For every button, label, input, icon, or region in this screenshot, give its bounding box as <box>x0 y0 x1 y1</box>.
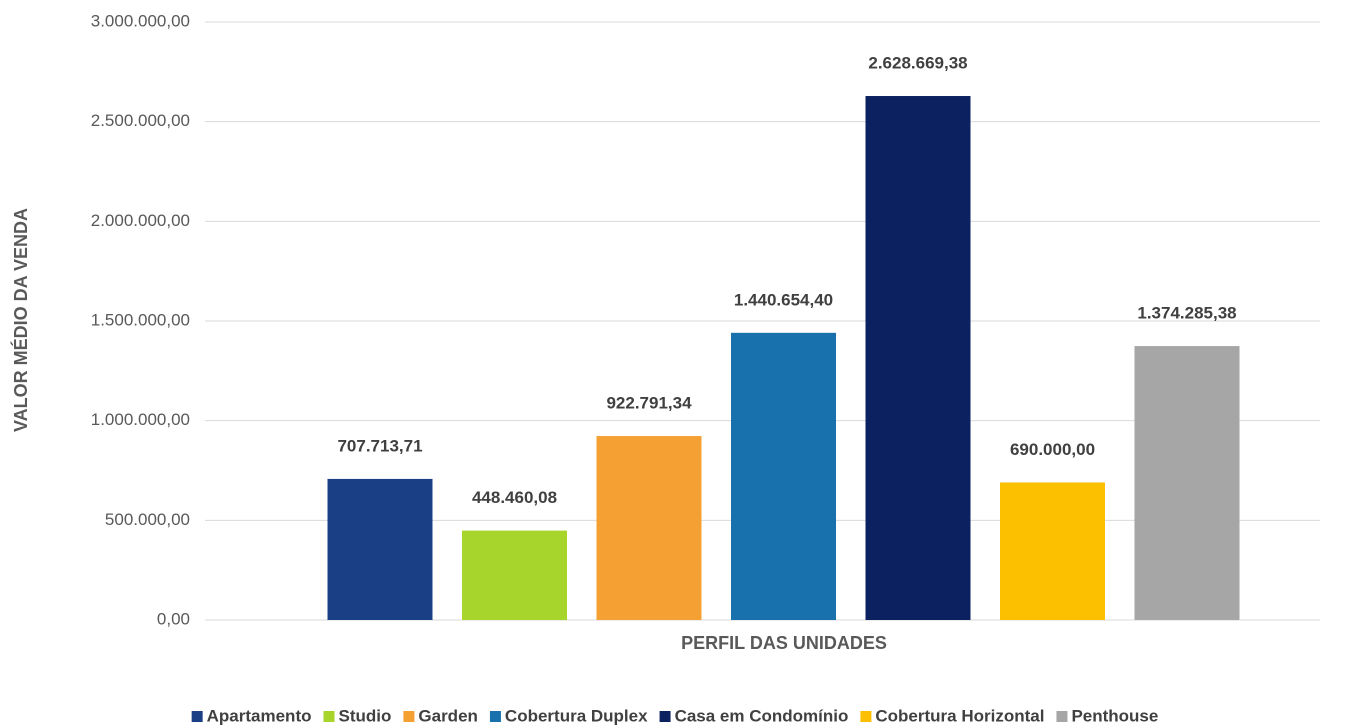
legend-label: Garden <box>418 706 478 725</box>
x-axis-label: PERFIL DAS UNIDADES <box>681 633 887 653</box>
legend-label: Apartamento <box>207 706 312 725</box>
bar <box>462 530 567 620</box>
y-tick-label: 2.000.000,00 <box>91 211 190 230</box>
legend-swatch <box>489 711 501 722</box>
y-tick-label: 500.000,00 <box>105 510 190 529</box>
legend-label: Cobertura Duplex <box>505 706 648 725</box>
value-label: 2.628.669,38 <box>868 54 967 73</box>
bar <box>865 96 971 621</box>
bar <box>731 332 836 620</box>
value-label: 1.374.285,38 <box>1137 304 1236 323</box>
legend-label: Casa em Condomínio <box>675 706 849 725</box>
value-label: 448.460,08 <box>472 488 557 507</box>
legend-swatch <box>860 711 872 722</box>
y-tick-label: 1.500.000,00 <box>91 310 190 329</box>
bar <box>1000 482 1105 620</box>
y-tick-label: 0,00 <box>157 609 190 628</box>
y-tick-label: 1.000.000,00 <box>91 410 190 429</box>
value-label: 707.713,71 <box>337 436 422 455</box>
legend-swatch <box>403 711 415 722</box>
legend-swatch <box>323 711 335 722</box>
legend-label: Penthouse <box>1071 706 1158 725</box>
value-label: 1.440.654,40 <box>734 290 833 309</box>
y-tick-label: 2.500.000,00 <box>91 111 190 130</box>
y-axis-label: VALOR MÉDIO DA VENDA <box>10 208 31 432</box>
legend-swatch <box>1056 711 1068 722</box>
value-label: 690.000,00 <box>1010 440 1095 459</box>
y-tick-label: 3.000.000,00 <box>91 11 190 30</box>
legend-label: Cobertura Horizontal <box>875 706 1044 725</box>
legend-swatch <box>659 711 671 722</box>
legend-label: Studio <box>339 706 392 725</box>
bar <box>596 436 702 620</box>
value-label: 922.791,34 <box>606 394 692 413</box>
bar <box>327 478 433 620</box>
bar <box>1134 346 1240 620</box>
legend-swatch <box>191 711 203 722</box>
